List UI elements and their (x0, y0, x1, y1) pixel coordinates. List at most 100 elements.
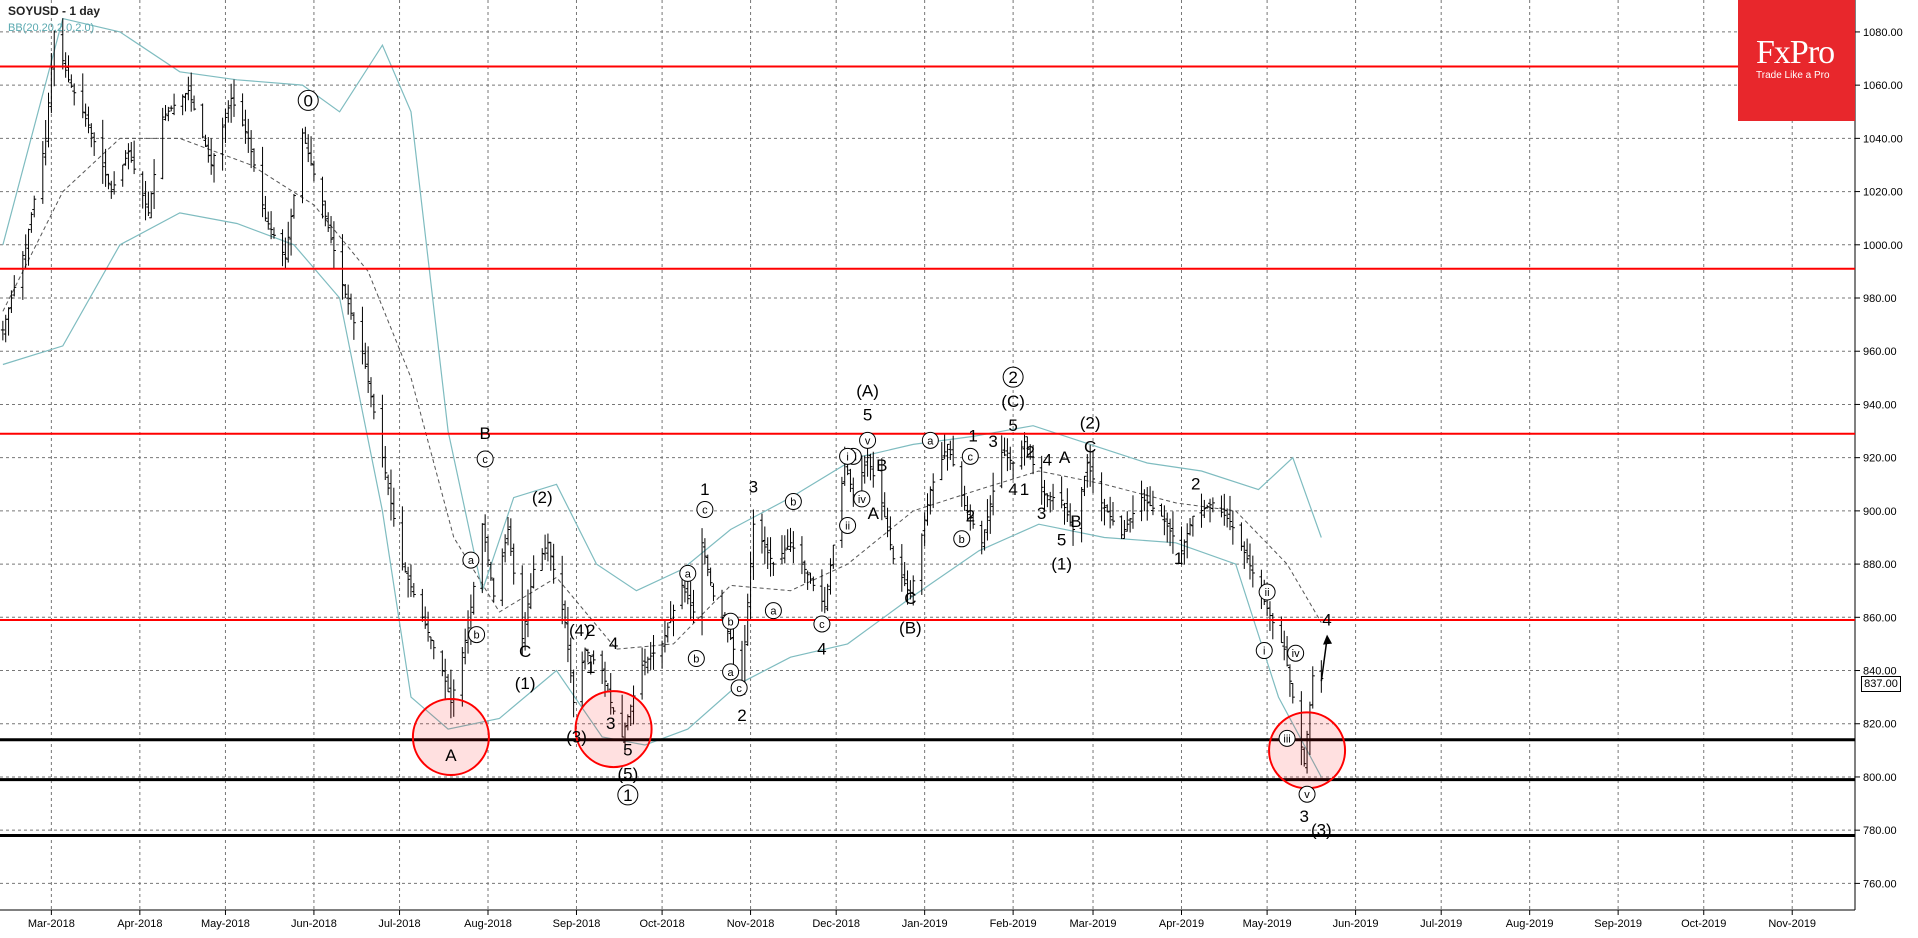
fxpro-logo: FxPro Trade Like a Pro (1738, 0, 1855, 121)
wave-label-circle (1258, 583, 1276, 601)
wave-label: (5) (617, 765, 638, 784)
x-tick-label: Sep-2018 (553, 918, 601, 930)
wave-label: b (693, 654, 699, 666)
bollinger-upper (2, 17, 1322, 593)
wave-label: c (482, 454, 488, 466)
wave-label: A (1059, 448, 1071, 467)
x-tick-label: May-2018 (201, 918, 250, 930)
wave-label-circle (764, 602, 782, 620)
wave-label: 0 (303, 91, 312, 110)
wave-label: 5 (623, 741, 632, 760)
y-tick-label: 860.00 (1863, 612, 1897, 624)
wave-label-circle (679, 564, 697, 582)
wave-label: c (819, 619, 825, 631)
wave-label-circle (853, 490, 871, 508)
wave-label: 3 (988, 432, 997, 451)
wave-label-circle (1255, 642, 1273, 660)
wave-label: (C) (1001, 392, 1025, 411)
wave-label: 5 (1057, 530, 1066, 549)
y-tick-label: 1040.00 (1863, 133, 1903, 145)
x-tick-label: Apr-2019 (1159, 918, 1204, 930)
wave-label: a (770, 606, 777, 618)
wave-label: 1 (586, 658, 595, 677)
wave-label: 4 (1043, 451, 1052, 470)
wave-label: (4) (569, 621, 590, 640)
wave-label: A (445, 746, 457, 765)
wave-label: 1 (700, 480, 709, 499)
x-tick-label: Aug-2018 (464, 918, 512, 930)
wave-label-circle (839, 517, 857, 535)
wave-label: b (959, 534, 965, 546)
wave-label: (3) (566, 727, 587, 746)
wave-label: 2 (1026, 443, 1035, 462)
logo-brand-name: FxPro (1756, 34, 1835, 71)
wave-label: 2 (737, 706, 746, 725)
wave-label: i (846, 451, 848, 463)
y-tick-label: 960.00 (1863, 346, 1897, 358)
wave-label-circle (813, 615, 831, 633)
wave-label-circle (921, 431, 939, 449)
wave-label: a (685, 568, 692, 580)
wave-label: 1 (1020, 480, 1029, 499)
wave-label: 2 (586, 621, 595, 640)
x-tick-label: Mar-2018 (28, 918, 75, 930)
y-tick-label: 920.00 (1863, 453, 1897, 465)
wave-label: (2) (1080, 413, 1101, 432)
x-tick-label: Jul-2019 (1420, 918, 1462, 930)
wave-label: 5 (863, 405, 872, 424)
x-tick-label: Dec-2018 (812, 918, 860, 930)
wave-label: c (702, 505, 708, 517)
wave-label: 2 (1008, 368, 1017, 387)
wave-arrowhead (1323, 634, 1333, 645)
wave-label: C (519, 642, 531, 661)
wave-label-circle (476, 450, 494, 468)
x-tick-label: May-2019 (1243, 918, 1292, 930)
y-tick-label: 840.00 (1863, 666, 1897, 678)
wave-label-circle (784, 493, 802, 511)
wave-label-circle (953, 530, 971, 548)
wave-label: B (876, 456, 887, 475)
y-tick-label: 760.00 (1863, 878, 1897, 890)
wave-label: 3 (749, 477, 758, 496)
wave-label-circle (617, 784, 639, 806)
wave-label: ii (845, 521, 850, 533)
y-tick-label: 980.00 (1863, 293, 1897, 305)
wave-label: iv (1292, 648, 1300, 660)
wave-label: 5 (1008, 416, 1017, 435)
wave-label: (1) (1051, 554, 1072, 573)
x-tick-label: Jan-2019 (902, 918, 948, 930)
wave-label-circle (1287, 644, 1305, 662)
wave-label: c (968, 451, 974, 463)
wave-label: B (1070, 512, 1081, 531)
wave-label-circle (961, 447, 979, 465)
wave-label: 1 (623, 786, 632, 805)
wave-label: 3 (1299, 807, 1308, 826)
y-tick-label: 1080.00 (1863, 27, 1903, 39)
wave-label: 4 (1008, 480, 1017, 499)
wave-label-circle (722, 612, 740, 630)
x-tick-label: Apr-2018 (117, 918, 162, 930)
wave-label-circle (462, 551, 480, 569)
y-tick-label: 780.00 (1863, 825, 1897, 837)
x-tick-label: Jul-2018 (378, 918, 420, 930)
wave-label-circle (839, 447, 857, 465)
wave-label: iv (858, 494, 866, 506)
x-tick-label: Jun-2018 (291, 918, 337, 930)
wave-label: C (1084, 437, 1096, 456)
wave-label-circle (696, 501, 714, 519)
x-tick-label: Oct-2018 (639, 918, 684, 930)
wave-label-circle (859, 431, 877, 449)
wave-label: B (479, 424, 490, 443)
wave-label: 1 (1174, 549, 1183, 568)
wave-label: b (728, 616, 734, 628)
wave-label: 2 (966, 507, 975, 526)
wave-label: c (736, 683, 742, 695)
wave-label-circle (297, 89, 319, 111)
highlight-circle (574, 690, 653, 769)
y-tick-label: 880.00 (1863, 559, 1897, 571)
x-tick-label: Sep-2019 (1594, 918, 1642, 930)
wave-label: 4 (609, 634, 618, 653)
bollinger-middle (2, 137, 1322, 650)
highlight-circle (1268, 711, 1347, 790)
